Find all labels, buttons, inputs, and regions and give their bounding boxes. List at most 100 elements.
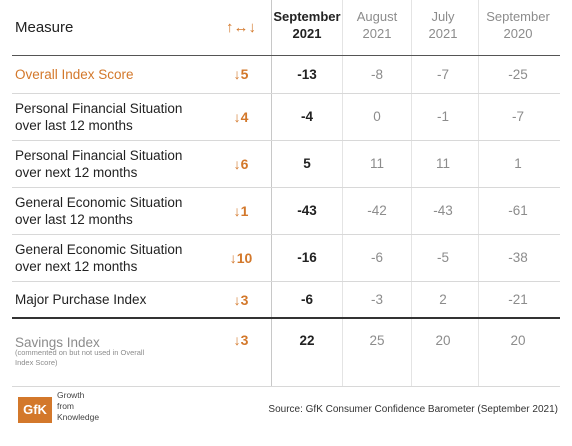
measure-note: (commented on but not used in Overall Ind… bbox=[15, 348, 144, 368]
note-text: Index Score) bbox=[15, 358, 58, 367]
header-text: ↑↔↓ bbox=[226, 19, 256, 36]
row-divider bbox=[12, 93, 560, 94]
value-cell: 25 bbox=[343, 320, 411, 360]
value-text: 2 bbox=[439, 292, 447, 307]
value-text: 20 bbox=[510, 332, 526, 348]
column-header: September 2020 bbox=[484, 8, 552, 48]
measure-cell: Savings Index bbox=[15, 322, 211, 362]
value-cell: 2 bbox=[409, 281, 477, 318]
change-value: ↓6 bbox=[233, 155, 249, 172]
value-cell: 11 bbox=[409, 140, 477, 187]
value-cell: -5 bbox=[409, 234, 477, 281]
column-header-text: September bbox=[273, 9, 341, 24]
column-header: July 2021 bbox=[409, 8, 477, 48]
value-text: -5 bbox=[436, 250, 449, 265]
change-cell: ↓3 bbox=[212, 281, 270, 318]
change-value: ↓5 bbox=[233, 66, 249, 82]
row-divider bbox=[12, 55, 560, 56]
value-text: -4 bbox=[300, 109, 313, 124]
measure-cell: Personal Financial Situation over last 12… bbox=[15, 93, 211, 140]
value-text: -21 bbox=[508, 292, 528, 307]
measure-cell: Personal Financial Situation over next 12… bbox=[15, 140, 211, 187]
value-text: -61 bbox=[508, 203, 528, 218]
column-header: September 2021 bbox=[273, 8, 341, 48]
value-cell: -16 bbox=[273, 234, 341, 281]
column-divider bbox=[271, 0, 272, 386]
row-divider bbox=[12, 234, 560, 235]
value-text: 25 bbox=[369, 332, 385, 348]
value-cell: -6 bbox=[343, 234, 411, 281]
value-text: 11 bbox=[369, 156, 384, 171]
measure-text: over last 12 months bbox=[15, 211, 133, 227]
measure-text: Savings Index bbox=[15, 334, 100, 350]
column-header-text: July bbox=[431, 9, 455, 24]
value-text: 22 bbox=[299, 332, 315, 348]
value-cell: 1 bbox=[484, 140, 552, 187]
value-cell: -43 bbox=[409, 187, 477, 234]
tagline: Growth from Knowledge bbox=[57, 390, 99, 423]
value-cell: -6 bbox=[273, 281, 341, 318]
header-measure: Measure bbox=[15, 0, 73, 55]
measure-text: General Economic Situation bbox=[15, 194, 183, 210]
measure-text: over last 12 months bbox=[15, 117, 133, 133]
measure-text: Personal Financial Situation bbox=[15, 147, 183, 163]
measure-cell: Overall Index Score bbox=[15, 55, 211, 93]
column-divider bbox=[478, 0, 479, 386]
measure-cell: General Economic Situation over next 12 m… bbox=[15, 234, 211, 281]
column-divider bbox=[342, 0, 343, 386]
column-header-text: 2021 bbox=[428, 26, 458, 41]
column-header-text: 2020 bbox=[503, 26, 533, 41]
value-cell: 20 bbox=[484, 320, 552, 360]
value-cell: -38 bbox=[484, 234, 552, 281]
note-text: (commented on but not used in Overall bbox=[15, 348, 145, 357]
value-text: -6 bbox=[370, 250, 383, 265]
change-value: ↓4 bbox=[233, 108, 249, 125]
value-cell: 11 bbox=[343, 140, 411, 187]
column-divider bbox=[411, 0, 412, 386]
value-cell: 0 bbox=[343, 93, 411, 140]
row-divider bbox=[12, 281, 560, 282]
header-change: ↑↔↓ bbox=[212, 0, 270, 55]
value-text: -38 bbox=[508, 250, 528, 265]
value-cell: -42 bbox=[343, 187, 411, 234]
row-divider bbox=[12, 140, 560, 141]
change-cell: ↓3 bbox=[212, 320, 270, 360]
value-cell: -7 bbox=[409, 55, 477, 93]
value-cell: -1 bbox=[409, 93, 477, 140]
value-text: -7 bbox=[436, 66, 449, 82]
tagline-text: from bbox=[57, 401, 74, 411]
change-cell: ↓10 bbox=[212, 234, 270, 281]
value-text: -6 bbox=[300, 292, 313, 307]
value-cell: -4 bbox=[273, 93, 341, 140]
column-header-text: 2021 bbox=[292, 26, 322, 41]
column-header: August 2021 bbox=[343, 8, 411, 48]
value-text: -7 bbox=[511, 109, 524, 124]
row-divider bbox=[12, 317, 560, 319]
measure-text: Personal Financial Situation bbox=[15, 100, 183, 116]
value-cell: -8 bbox=[343, 55, 411, 93]
measure-cell: General Economic Situation over last 12 m… bbox=[15, 187, 211, 234]
column-header-text: September bbox=[486, 9, 550, 24]
value-cell: 5 bbox=[273, 140, 341, 187]
value-cell: -43 bbox=[273, 187, 341, 234]
row-divider bbox=[12, 187, 560, 188]
change-cell: ↓4 bbox=[212, 93, 270, 140]
value-text: -1 bbox=[436, 109, 449, 124]
change-value: ↓1 bbox=[233, 202, 249, 219]
value-cell: -25 bbox=[484, 55, 552, 93]
value-cell: 20 bbox=[409, 320, 477, 360]
value-text: -16 bbox=[297, 250, 317, 265]
value-text: -13 bbox=[297, 66, 317, 82]
value-text: -43 bbox=[297, 203, 317, 218]
tagline-text: Growth bbox=[57, 390, 85, 400]
value-cell: -13 bbox=[273, 55, 341, 93]
header-text: Measure bbox=[15, 19, 74, 36]
value-text: 1 bbox=[514, 156, 522, 171]
value-text: -25 bbox=[508, 66, 528, 82]
measure-text: General Economic Situation bbox=[15, 241, 183, 257]
change-cell: ↓1 bbox=[212, 187, 270, 234]
value-text: -43 bbox=[433, 203, 453, 218]
value-cell: -7 bbox=[484, 93, 552, 140]
change-value: ↓3 bbox=[233, 332, 249, 348]
change-cell: ↓6 bbox=[212, 140, 270, 187]
